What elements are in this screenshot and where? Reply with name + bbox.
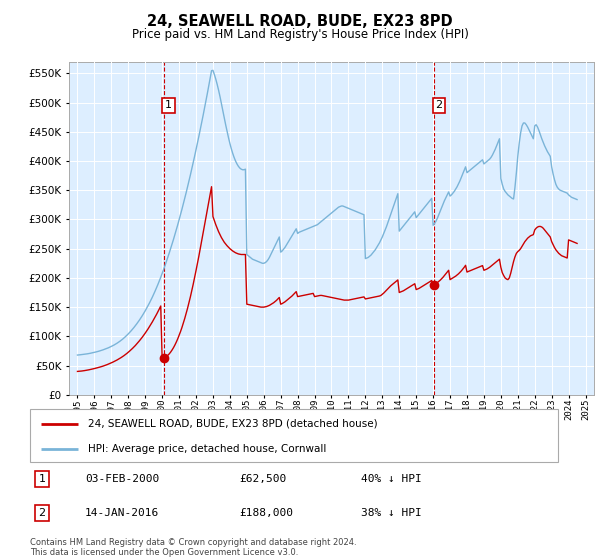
Text: 40% ↓ HPI: 40% ↓ HPI: [361, 474, 422, 484]
Text: Contains HM Land Registry data © Crown copyright and database right 2024.
This d: Contains HM Land Registry data © Crown c…: [30, 538, 356, 557]
Text: 14-JAN-2016: 14-JAN-2016: [85, 508, 160, 518]
Text: HPI: Average price, detached house, Cornwall: HPI: Average price, detached house, Corn…: [88, 444, 326, 454]
Text: Price paid vs. HM Land Registry's House Price Index (HPI): Price paid vs. HM Land Registry's House …: [131, 28, 469, 41]
Text: 1: 1: [165, 100, 172, 110]
Text: 03-FEB-2000: 03-FEB-2000: [85, 474, 160, 484]
Text: 2: 2: [436, 100, 442, 110]
Text: 38% ↓ HPI: 38% ↓ HPI: [361, 508, 422, 518]
Text: 2: 2: [38, 508, 46, 518]
Text: 24, SEAWELL ROAD, BUDE, EX23 8PD (detached house): 24, SEAWELL ROAD, BUDE, EX23 8PD (detach…: [88, 419, 378, 429]
Text: 24, SEAWELL ROAD, BUDE, EX23 8PD: 24, SEAWELL ROAD, BUDE, EX23 8PD: [147, 14, 453, 29]
Text: £62,500: £62,500: [240, 474, 287, 484]
FancyBboxPatch shape: [30, 409, 558, 462]
Text: £188,000: £188,000: [240, 508, 294, 518]
Text: 1: 1: [38, 474, 46, 484]
